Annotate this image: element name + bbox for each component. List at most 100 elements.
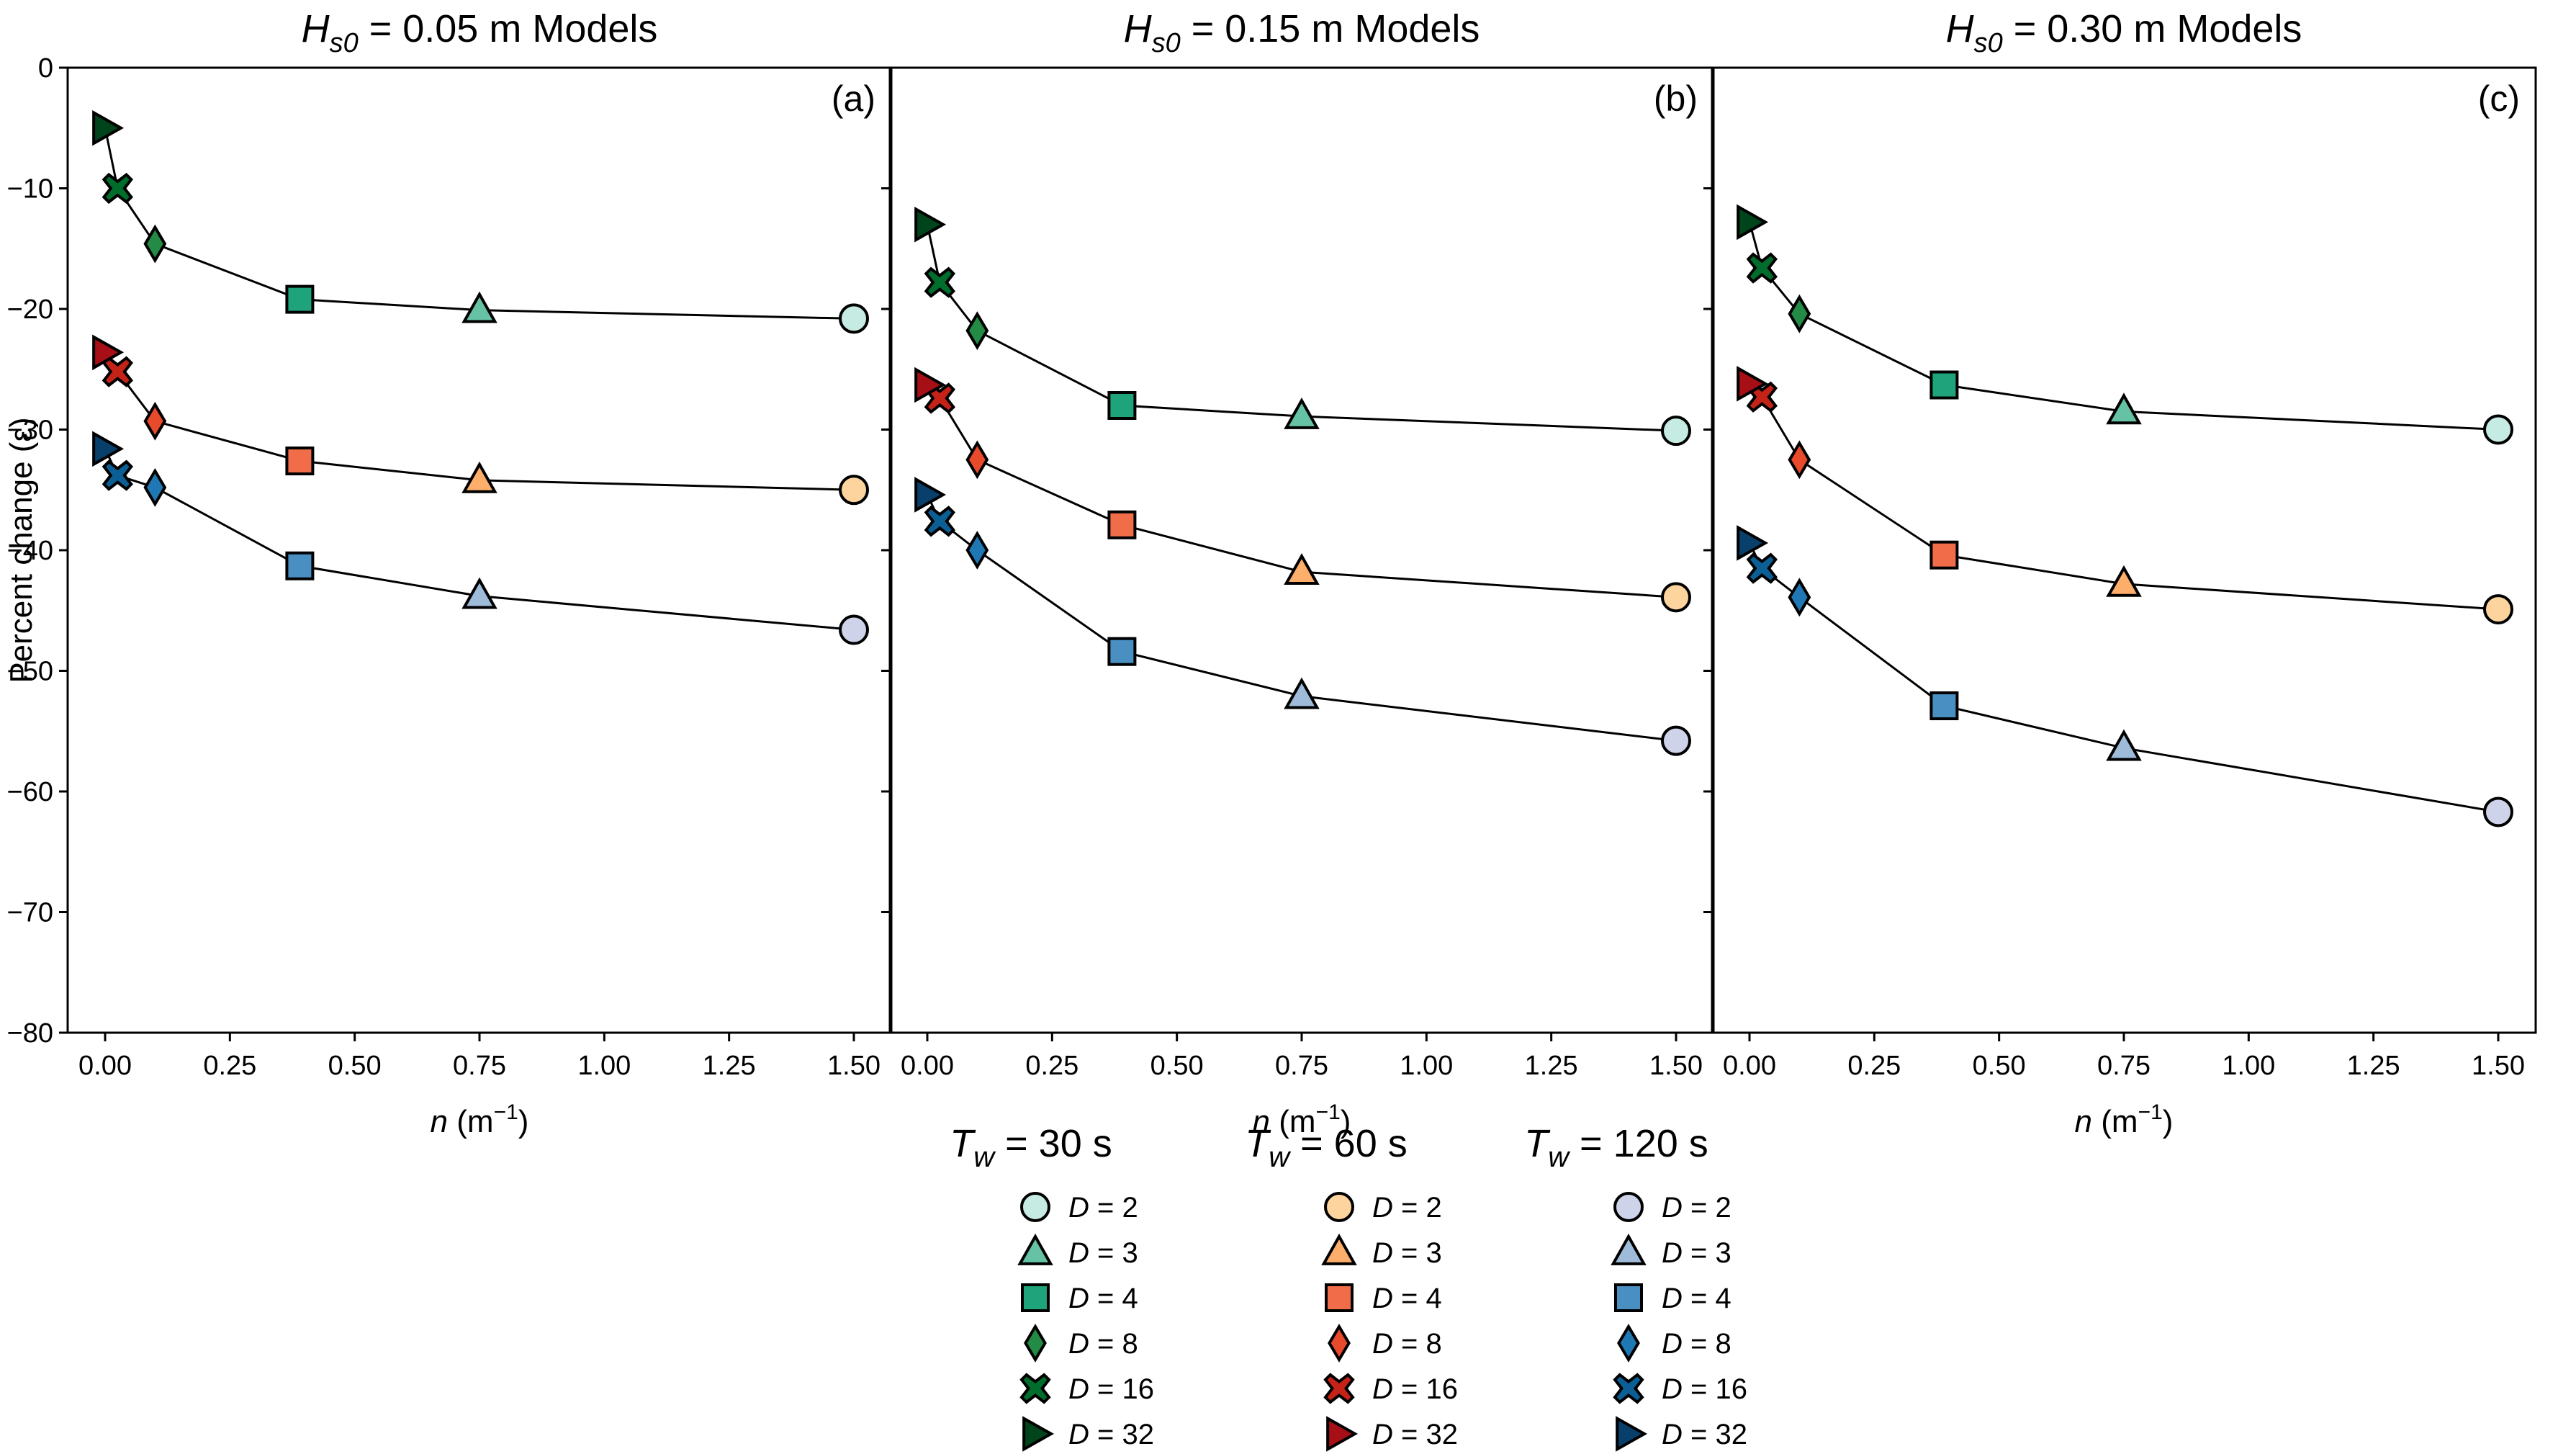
legend-marker-group — [1021, 1283, 1050, 1312]
marker-triangle-right — [1737, 366, 1769, 402]
data-point — [2106, 565, 2142, 597]
legend-marker-group — [1321, 1233, 1357, 1265]
marker-circle — [839, 475, 869, 506]
legend-marker-group — [1022, 1416, 1055, 1452]
legend-marker-triangle-up — [1611, 1233, 1647, 1265]
legend-marker-thin-diamond — [1024, 1324, 1047, 1363]
legend-label: D = 3 — [1372, 1237, 1442, 1269]
legend-label: D = 16 — [1372, 1373, 1458, 1405]
x-tick-label: 0.50 — [328, 1051, 382, 1081]
data-point — [1107, 637, 1137, 666]
series-tw-60 — [92, 334, 869, 506]
marker-triangle-up — [2106, 729, 2142, 761]
marker-square — [1929, 691, 1959, 721]
x-tick-label: 0.00 — [1723, 1051, 1776, 1081]
marker-triangle-up — [1284, 677, 1320, 709]
legend-marker-group — [1328, 1324, 1351, 1363]
legend-label: D = 2 — [1068, 1192, 1138, 1224]
data-point — [839, 614, 869, 645]
marker-triangle-right — [914, 477, 947, 513]
legend-label: D = 2 — [1372, 1192, 1442, 1224]
x-tick-label: 0.75 — [453, 1051, 506, 1081]
data-point — [1788, 440, 1811, 480]
y-tick-label: −30 — [7, 416, 53, 446]
legend-marker-group — [1020, 1192, 1050, 1222]
x-axis-label: n (m−1) — [1253, 1100, 1351, 1139]
legend-label: D = 3 — [1662, 1237, 1731, 1269]
data-point — [1284, 677, 1320, 709]
data-point — [839, 475, 869, 506]
legend-label: D = 8 — [1068, 1328, 1138, 1360]
legend-marker-group — [1325, 1283, 1354, 1312]
marker-triangle-right — [1737, 204, 1769, 241]
legend-label: D = 16 — [1662, 1373, 1747, 1405]
legend-label: D = 8 — [1372, 1328, 1442, 1360]
x-tick-label: 1.50 — [827, 1051, 881, 1081]
data-point — [924, 266, 955, 298]
data-point — [924, 506, 955, 537]
data-point — [143, 467, 167, 507]
legend-marker-group — [1613, 1192, 1644, 1222]
legend-marker-group — [1324, 1192, 1354, 1222]
marker-triangle-right — [92, 431, 125, 467]
legend-marker-group — [1614, 1283, 1643, 1312]
data-point — [102, 356, 133, 387]
legend-marker-group — [1019, 1373, 1051, 1404]
x-tick-label: 1.00 — [1400, 1051, 1453, 1081]
legend-marker-triangle-up — [1017, 1233, 1053, 1265]
marker-triangle-right — [92, 109, 125, 146]
panels-layer: 0 −10 −20 −30 −40 −50 −60 −70 −80 0.00 0.25 0.50 0.7… — [4, 7, 2537, 1139]
x-tick-label: 0.75 — [1275, 1051, 1328, 1081]
marker-triangle-up — [2106, 392, 2142, 425]
series-tw-30 — [1737, 204, 2513, 445]
data-point — [285, 284, 315, 314]
series-tw-30 — [92, 109, 869, 334]
data-point — [1107, 510, 1137, 539]
legend-marker-circle — [1020, 1192, 1050, 1222]
marker-triangle-right — [914, 367, 947, 403]
marker-triangle-up — [461, 577, 497, 609]
panel-title: Hs0 = 0.05 m Models — [302, 7, 658, 58]
plot-frame — [1711, 66, 2537, 1034]
marker-x-filled — [102, 459, 133, 491]
panel-letter: (b) — [1654, 78, 1698, 119]
x-tick-label: 0.50 — [1150, 1051, 1204, 1081]
legend-marker-group — [1611, 1233, 1647, 1265]
marker-thin-diamond — [1788, 578, 1811, 617]
marker-square — [1929, 540, 1959, 570]
data-point — [914, 367, 947, 403]
data-point — [2483, 796, 2513, 827]
data-point — [2483, 414, 2513, 445]
legend-marker-group — [1326, 1416, 1359, 1452]
series-tw-120 — [914, 477, 1691, 756]
data-point — [461, 461, 497, 493]
marker-square — [1107, 391, 1137, 420]
marker-x-filled — [924, 506, 955, 537]
marker-thin-diamond — [1788, 294, 1811, 333]
data-point — [1737, 525, 1769, 561]
legend-label: D = 32 — [1662, 1419, 1747, 1450]
x-tick-label: 1.00 — [577, 1051, 631, 1081]
marker-thin-diamond — [143, 467, 167, 507]
x-tick-label: 0.25 — [203, 1051, 256, 1081]
marker-thin-diamond — [143, 224, 167, 264]
data-point — [965, 440, 989, 480]
marker-circle — [839, 614, 869, 645]
marker-thin-diamond — [965, 440, 989, 480]
data-point — [285, 551, 315, 580]
data-point — [965, 311, 989, 351]
marker-circle — [1661, 416, 1691, 446]
marker-triangle-right — [914, 206, 947, 243]
marker-circle — [1661, 725, 1691, 756]
marker-thin-diamond — [143, 401, 167, 441]
data-point — [1284, 553, 1320, 585]
marker-triangle-up — [1284, 553, 1320, 585]
x-tick-label: 1.25 — [703, 1051, 756, 1081]
panel-b: 0.00 0.25 0.50 0.75 1.00 1.25 1.50 n (m−1) Hs0 =… — [881, 7, 1715, 1139]
data-point — [2106, 729, 2142, 761]
legend-marker-thin-diamond — [1617, 1324, 1640, 1363]
legend-marker-circle — [1613, 1192, 1644, 1222]
y-axis-label: Percent change (ε) — [4, 417, 39, 683]
panel-title: Hs0 = 0.15 m Models — [1124, 7, 1480, 58]
plot-frame — [888, 66, 1715, 1034]
